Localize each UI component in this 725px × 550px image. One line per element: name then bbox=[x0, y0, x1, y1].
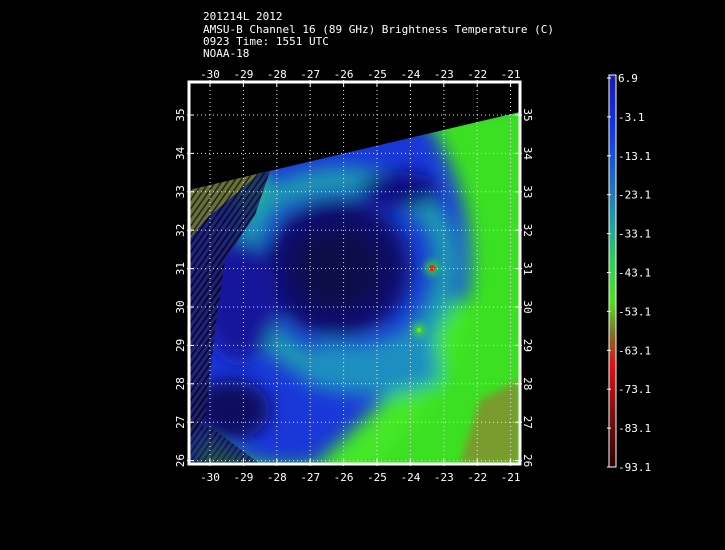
latitude-labels-left: 35 34 33 32 31 30 29 28 27 26 bbox=[174, 108, 187, 467]
lat-tick-label: 27 bbox=[174, 416, 187, 429]
lon-tick-label: -29 bbox=[233, 471, 253, 484]
lat-tick-label: 30 bbox=[521, 300, 534, 313]
lat-tick-label: 26 bbox=[174, 454, 187, 467]
lon-tick-label: -24 bbox=[400, 471, 420, 484]
colorbar-frame bbox=[608, 74, 617, 468]
lon-tick-label: -26 bbox=[334, 471, 354, 484]
colorbar-label: -33.1 bbox=[618, 228, 651, 241]
lon-tick-label: -28 bbox=[267, 68, 287, 81]
lon-tick-label: -24 bbox=[400, 68, 420, 81]
lat-tick-label: 34 bbox=[174, 146, 187, 160]
colorbar-labels: 6.9 -3.1 -13.1 -23.1 -33.1 -43.1 -53.1 -63.1 -73… bbox=[607, 72, 651, 474]
lat-tick-label: 29 bbox=[174, 339, 187, 352]
colorbar-label: -23.1 bbox=[618, 189, 651, 202]
lon-tick-label: -22 bbox=[467, 68, 487, 81]
lon-tick-label: -23 bbox=[434, 471, 454, 484]
colorbar-label: -13.1 bbox=[618, 150, 651, 163]
lon-tick-label: -27 bbox=[300, 68, 320, 81]
lat-tick-label: 33 bbox=[521, 185, 534, 198]
lon-tick-label: -30 bbox=[200, 471, 220, 484]
lon-tick-label: -23 bbox=[434, 68, 454, 81]
latitude-labels-right: 35 34 33 32 31 30 29 28 27 26 bbox=[521, 108, 534, 467]
lon-tick-label: -25 bbox=[367, 68, 387, 81]
colorbar-label: -83.1 bbox=[618, 422, 651, 435]
lon-tick-label: -29 bbox=[233, 68, 253, 81]
colorbar-gradient bbox=[609, 75, 616, 467]
lon-tick-label: -27 bbox=[300, 471, 320, 484]
lat-tick-label: 31 bbox=[521, 262, 534, 275]
lon-tick-label: -21 bbox=[501, 471, 521, 484]
lat-tick-label: 32 bbox=[174, 224, 187, 237]
observation-time: 0923 Time: 1551 UTC bbox=[203, 35, 329, 48]
lat-tick-label: 27 bbox=[521, 416, 534, 429]
lon-tick-label: -30 bbox=[200, 68, 220, 81]
lat-tick-label: 28 bbox=[174, 377, 187, 390]
colorbar-label: -73.1 bbox=[618, 383, 651, 396]
lat-tick-label: 28 bbox=[521, 377, 534, 390]
lat-tick-label: 26 bbox=[521, 454, 534, 467]
colorbar-label: -93.1 bbox=[618, 461, 651, 474]
lat-tick-label: 35 bbox=[521, 108, 534, 121]
lon-tick-label: -22 bbox=[467, 471, 487, 484]
product-name: AMSU-B Channel 16 (89 GHz) Brightness Te… bbox=[203, 23, 554, 36]
storm-id: 201214L 2012 bbox=[203, 10, 283, 23]
lat-tick-label: 34 bbox=[521, 147, 534, 161]
colorbar-label: 6.9 bbox=[618, 72, 638, 85]
lon-tick-label: -26 bbox=[334, 68, 354, 81]
lon-tick-label: -28 bbox=[267, 471, 287, 484]
plot-frame bbox=[187, 80, 522, 466]
colorbar-label: -53.1 bbox=[618, 305, 651, 318]
colorbar-label: -43.1 bbox=[618, 267, 651, 280]
satellite-name: NOAA-18 bbox=[203, 47, 250, 60]
lon-tick-label: -25 bbox=[367, 471, 387, 484]
colorbar-label: -63.1 bbox=[618, 344, 651, 357]
lat-tick-label: 30 bbox=[174, 300, 187, 313]
lat-tick-label: 32 bbox=[521, 224, 534, 237]
lat-tick-label: 31 bbox=[174, 262, 187, 275]
lat-tick-label: 35 bbox=[174, 108, 187, 121]
lat-tick-label: 29 bbox=[521, 339, 534, 352]
longitude-labels-bottom: -30 -29 -28 -27 -26 -25 -24 -23 -22 -21 bbox=[200, 471, 520, 484]
colorbar-label: -3.1 bbox=[618, 111, 645, 124]
longitude-labels-top: -30 -29 -28 -27 -26 -25 -24 -23 -22 -21 bbox=[200, 68, 520, 81]
lat-tick-label: 33 bbox=[174, 185, 187, 198]
lon-tick-label: -21 bbox=[501, 68, 521, 81]
